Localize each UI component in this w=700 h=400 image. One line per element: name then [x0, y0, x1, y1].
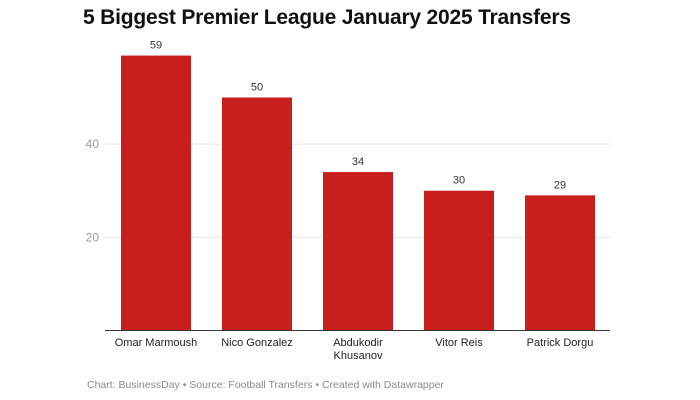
chart-title: 5 Biggest Premier League January 2025 Tr… — [83, 6, 571, 29]
data-label: 34 — [352, 156, 364, 168]
x-tick-label: Khusanov — [334, 350, 383, 362]
x-tick-label: Abdukodir — [333, 337, 383, 349]
x-tick-label: Vitor Reis — [435, 337, 483, 349]
bar — [424, 190, 494, 331]
y-tick-label: 20 — [86, 230, 100, 244]
data-label: 29 — [554, 179, 566, 191]
bar — [323, 172, 393, 331]
bar — [121, 55, 191, 331]
chart-footer: Chart: BusinessDay • Source: Football Tr… — [87, 379, 444, 391]
y-tick-label: 40 — [86, 137, 100, 151]
x-tick-label: Patrick Dorgu — [527, 337, 594, 349]
bar — [525, 195, 595, 331]
x-tick-label: Nico Gonzalez — [221, 337, 293, 349]
x-tick-label: Omar Marmoush — [115, 337, 198, 349]
data-label: 50 — [251, 82, 263, 94]
data-label: 30 — [453, 175, 465, 187]
bar — [222, 97, 292, 331]
data-label: 59 — [150, 40, 162, 52]
